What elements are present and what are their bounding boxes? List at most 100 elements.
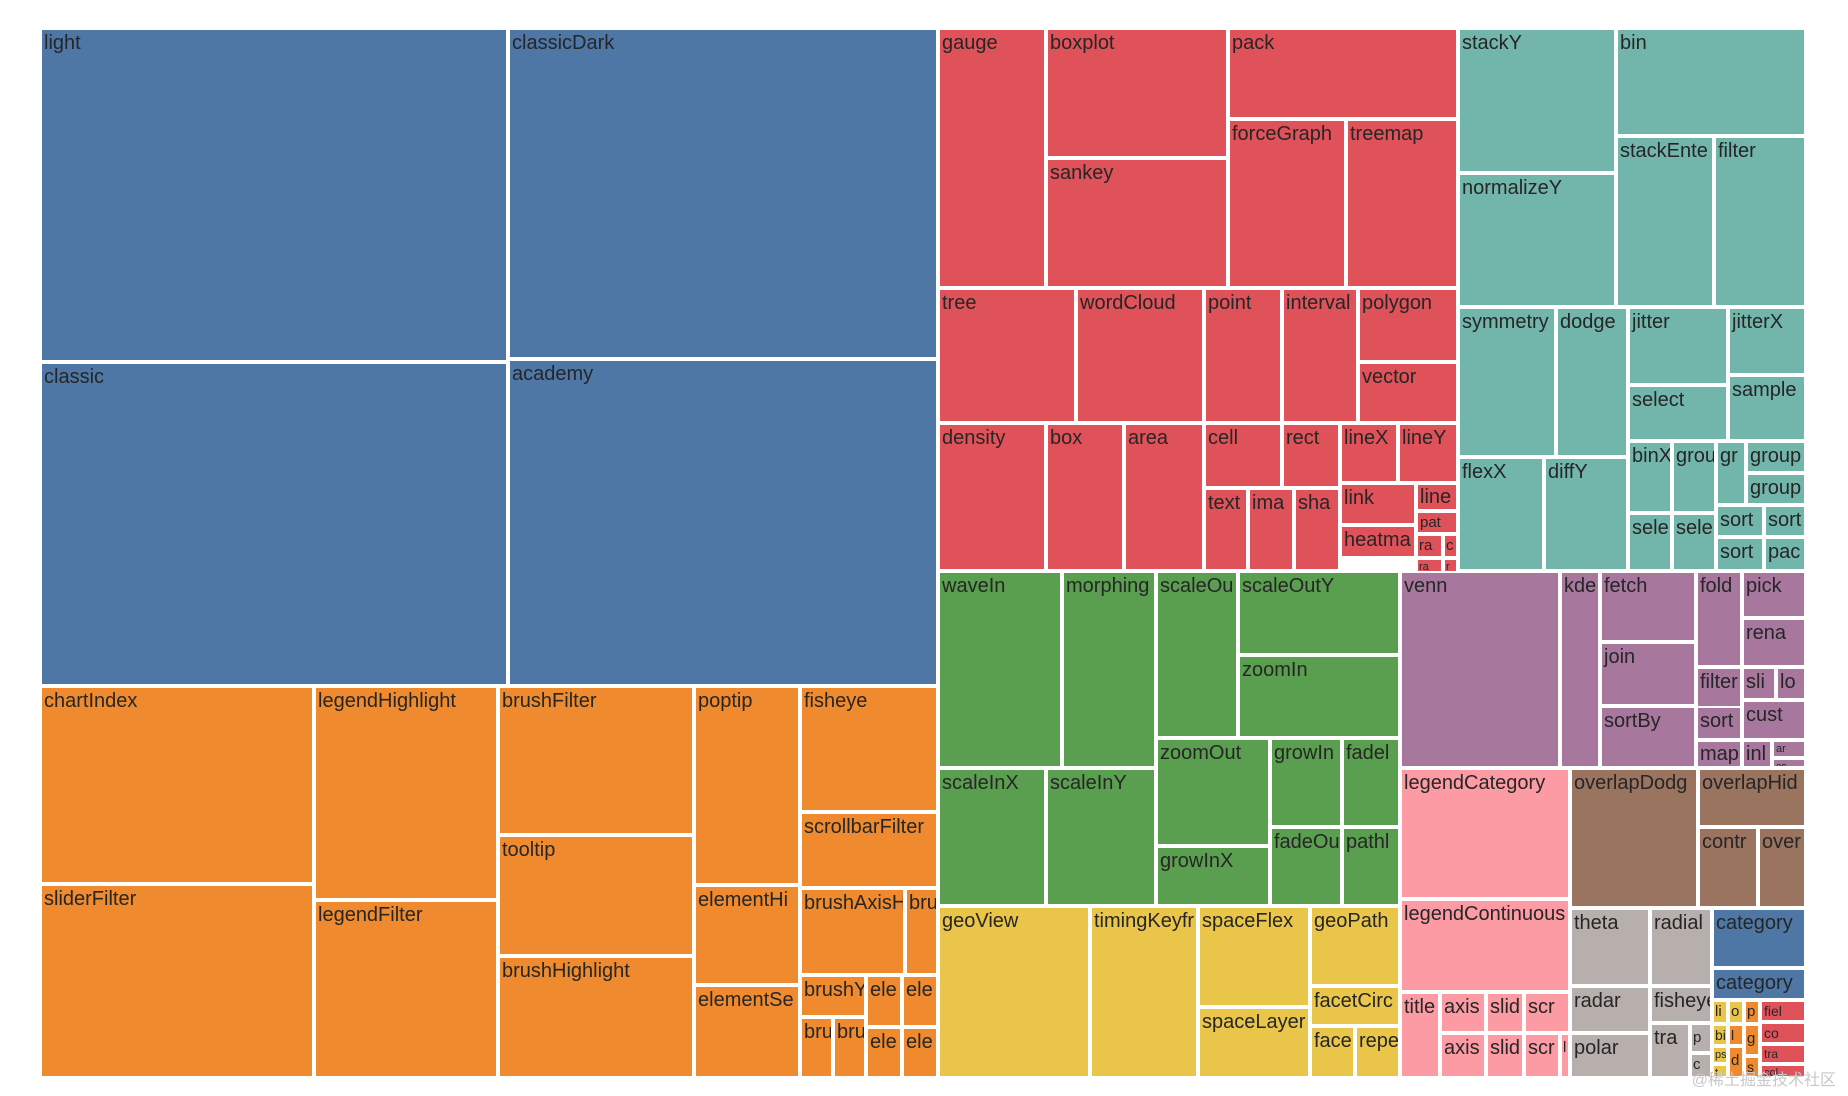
treemap-cell-coordinate[interactable]: p bbox=[1690, 1023, 1712, 1053]
treemap-cell-data[interactable]: join bbox=[1600, 642, 1696, 706]
treemap-cell-interaction[interactable]: poptip bbox=[694, 686, 800, 885]
treemap-cell-animation[interactable]: scaleInY bbox=[1046, 768, 1156, 906]
treemap-cell-transform[interactable]: jitterX bbox=[1728, 307, 1806, 375]
treemap-cell-animation[interactable]: scaleOutY bbox=[1238, 571, 1400, 655]
treemap-cell-misc[interactable]: col bbox=[1760, 1064, 1806, 1078]
treemap-cell-interaction[interactable]: bru bbox=[905, 888, 938, 975]
treemap-cell-coordinate[interactable]: fisheye bbox=[1650, 986, 1712, 1023]
treemap-cell-transform[interactable]: sort bbox=[1764, 505, 1806, 537]
treemap-cell-data[interactable]: fold bbox=[1696, 571, 1742, 667]
treemap-cell-mark[interactable]: box bbox=[1046, 423, 1124, 571]
treemap-cell-misc[interactable]: fiel bbox=[1760, 1000, 1806, 1022]
treemap-cell-transform[interactable]: flexX bbox=[1458, 457, 1544, 571]
treemap-cell-misc[interactable]: o bbox=[1728, 1000, 1744, 1024]
treemap-cell-interaction[interactable]: brushAxisH bbox=[800, 888, 905, 975]
treemap-cell-mark[interactable]: boxplot bbox=[1046, 28, 1228, 158]
treemap-cell-transform[interactable]: filter bbox=[1714, 136, 1806, 307]
treemap-cell-transform[interactable]: sort bbox=[1716, 537, 1764, 571]
treemap-cell-transform[interactable]: group bbox=[1746, 473, 1806, 505]
treemap-cell-component[interactable]: slid bbox=[1486, 992, 1524, 1033]
treemap-cell-interaction[interactable]: brushFilter bbox=[498, 686, 694, 835]
treemap-cell-animation[interactable]: waveIn bbox=[938, 571, 1062, 768]
treemap-cell-mark[interactable]: lineX bbox=[1340, 423, 1398, 483]
treemap-cell-misc[interactable]: ps bbox=[1712, 1046, 1728, 1064]
treemap-cell-mark[interactable]: c bbox=[1443, 534, 1458, 558]
treemap-cell-composition[interactable]: repe bbox=[1355, 1026, 1400, 1078]
treemap-cell-interaction[interactable]: elementHi bbox=[694, 885, 800, 985]
treemap-cell-mark[interactable]: link bbox=[1340, 483, 1416, 525]
treemap-cell-theme[interactable]: classic bbox=[40, 362, 508, 686]
treemap-cell-interaction[interactable]: sliderFilter bbox=[40, 884, 314, 1078]
treemap-cell-data[interactable]: ar bbox=[1772, 740, 1806, 758]
treemap-cell-composition[interactable]: timingKeyfr bbox=[1090, 906, 1198, 1078]
treemap-cell-interaction[interactable]: brushY bbox=[800, 975, 866, 1017]
treemap-cell-transform[interactable]: sele bbox=[1672, 513, 1716, 571]
treemap-cell-component[interactable]: title bbox=[1400, 992, 1440, 1078]
treemap-cell-misc[interactable]: l bbox=[1728, 1024, 1744, 1046]
treemap-cell-component[interactable]: scr bbox=[1524, 992, 1570, 1033]
treemap-cell-composition[interactable]: facetCirc bbox=[1310, 986, 1400, 1026]
treemap-cell-coordinate[interactable]: theta bbox=[1570, 908, 1650, 986]
treemap-cell-label[interactable]: contr bbox=[1698, 827, 1758, 908]
treemap-cell-data[interactable]: cust bbox=[1742, 700, 1806, 740]
treemap-cell-mark[interactable]: polygon bbox=[1358, 288, 1458, 362]
treemap-cell-interaction[interactable]: fisheye bbox=[800, 686, 938, 812]
treemap-cell-data[interactable]: pick bbox=[1742, 571, 1806, 618]
treemap-cell-component[interactable]: legendCategory bbox=[1400, 768, 1570, 899]
treemap-cell-interaction[interactable]: brushHighlight bbox=[498, 956, 694, 1078]
treemap-cell-transform[interactable]: stackY bbox=[1458, 28, 1616, 173]
treemap-cell-component[interactable]: axis bbox=[1440, 992, 1486, 1033]
treemap-cell-interaction[interactable]: bru bbox=[833, 1017, 866, 1078]
treemap-cell-theme[interactable]: classicDark bbox=[508, 28, 938, 359]
treemap-cell-component[interactable]: legendContinuous bbox=[1400, 899, 1570, 992]
treemap-cell-animation[interactable]: growIn bbox=[1270, 738, 1342, 827]
treemap-cell-animation[interactable]: fadel bbox=[1342, 738, 1400, 827]
treemap-cell-animation[interactable]: scaleInX bbox=[938, 768, 1046, 906]
treemap-cell-mark[interactable]: heatma bbox=[1340, 525, 1416, 558]
treemap-cell-mark[interactable]: r bbox=[1443, 558, 1458, 575]
treemap-cell-theme[interactable]: academy bbox=[508, 359, 938, 686]
treemap-cell-data[interactable]: kde bbox=[1560, 571, 1600, 768]
treemap-cell-transform[interactable]: jitter bbox=[1628, 307, 1728, 385]
treemap-cell-misc[interactable]: category bbox=[1712, 908, 1806, 968]
treemap-cell-interaction[interactable]: legendHighlight bbox=[314, 686, 498, 900]
treemap-cell-interaction[interactable]: ele bbox=[866, 1027, 902, 1078]
treemap-cell-mark[interactable]: sankey bbox=[1046, 158, 1228, 288]
treemap-cell-interaction[interactable]: tooltip bbox=[498, 835, 694, 956]
treemap-cell-composition[interactable]: geoView bbox=[938, 906, 1090, 1078]
treemap-cell-label[interactable]: over bbox=[1758, 827, 1806, 908]
treemap-cell-misc[interactable]: tra bbox=[1760, 1044, 1806, 1064]
treemap-cell-mark[interactable]: cell bbox=[1204, 423, 1282, 488]
treemap-cell-misc[interactable]: category bbox=[1712, 968, 1806, 1000]
treemap-cell-component[interactable]: slid bbox=[1486, 1033, 1524, 1078]
treemap-cell-data[interactable]: lo bbox=[1776, 667, 1806, 700]
treemap-cell-mark[interactable]: interval bbox=[1282, 288, 1358, 423]
treemap-cell-data[interactable]: venn bbox=[1400, 571, 1560, 768]
treemap-cell-misc[interactable]: t bbox=[1712, 1064, 1728, 1078]
treemap-cell-mark[interactable]: pack bbox=[1228, 28, 1458, 119]
treemap-cell-animation[interactable]: zoomIn bbox=[1238, 655, 1400, 738]
treemap-cell-data[interactable]: map bbox=[1696, 740, 1742, 768]
treemap-cell-coordinate[interactable]: c bbox=[1690, 1053, 1712, 1078]
treemap-cell-data[interactable]: fetch bbox=[1600, 571, 1696, 642]
treemap-cell-mark[interactable]: tree bbox=[938, 288, 1076, 423]
treemap-cell-mark[interactable]: ra bbox=[1416, 534, 1443, 558]
treemap-cell-coordinate[interactable]: radar bbox=[1570, 986, 1650, 1033]
treemap-cell-transform[interactable]: sele bbox=[1628, 513, 1672, 571]
treemap-cell-transform[interactable]: binX bbox=[1628, 441, 1672, 513]
treemap-cell-transform[interactable]: grou bbox=[1672, 441, 1716, 513]
treemap-cell-misc[interactable]: p bbox=[1744, 1000, 1760, 1024]
treemap-cell-transform[interactable]: gr bbox=[1716, 441, 1746, 505]
treemap-cell-transform[interactable]: pac bbox=[1764, 537, 1806, 571]
treemap-cell-composition[interactable]: spaceFlex bbox=[1198, 906, 1310, 1007]
treemap-cell-coordinate[interactable]: tra bbox=[1650, 1023, 1690, 1078]
treemap-cell-interaction[interactable]: elementSe bbox=[694, 985, 800, 1078]
treemap-cell-misc[interactable]: bi bbox=[1712, 1024, 1728, 1046]
treemap-cell-mark[interactable]: lineY bbox=[1398, 423, 1458, 483]
treemap-cell-mark[interactable]: forceGraph bbox=[1228, 119, 1346, 288]
treemap-cell-misc[interactable]: s bbox=[1744, 1056, 1760, 1078]
treemap-cell-mark[interactable]: wordCloud bbox=[1076, 288, 1204, 423]
treemap-cell-mark[interactable]: pat bbox=[1416, 511, 1458, 534]
treemap-cell-mark[interactable]: sha bbox=[1294, 488, 1340, 571]
treemap-cell-animation[interactable]: morphing bbox=[1062, 571, 1156, 768]
